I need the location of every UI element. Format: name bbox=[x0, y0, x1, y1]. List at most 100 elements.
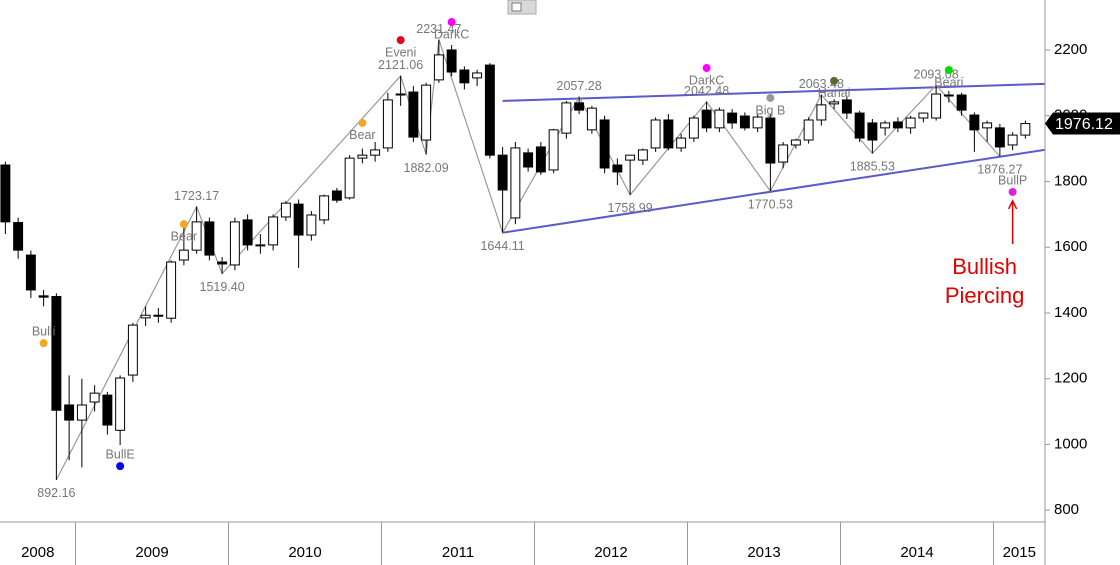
candle-body bbox=[344, 157, 355, 199]
pivot-label: 1723.17 bbox=[174, 189, 219, 203]
x-tick-label: 2015 bbox=[1003, 544, 1036, 561]
signal-label: DarkC bbox=[434, 27, 469, 41]
candle-body bbox=[918, 112, 929, 119]
x-tick-label: 2009 bbox=[135, 544, 168, 561]
pivot-label: 892.16 bbox=[37, 486, 75, 500]
candle-body bbox=[293, 203, 304, 236]
candle-body bbox=[650, 119, 661, 149]
signal-dot bbox=[179, 220, 188, 229]
candle-body bbox=[994, 127, 1005, 148]
signal-dot bbox=[830, 76, 839, 85]
pivot-label: 1770.53 bbox=[748, 197, 793, 211]
candle-body bbox=[0, 164, 11, 223]
zigzag-line bbox=[55, 39, 1001, 481]
signal-label: Bulli bbox=[32, 324, 56, 338]
signal-label: BullE bbox=[106, 447, 135, 461]
candle-body bbox=[229, 221, 240, 266]
candle-body bbox=[319, 195, 330, 221]
y-tick-label: 1600 bbox=[1054, 238, 1087, 255]
candle-body bbox=[25, 254, 36, 291]
annotation-text: Piercing bbox=[945, 283, 1024, 308]
candle-body bbox=[943, 94, 954, 97]
candle-body bbox=[535, 146, 546, 173]
signal-dot bbox=[116, 462, 125, 471]
candle-body bbox=[803, 119, 814, 141]
toolbar-icon[interactable] bbox=[507, 0, 537, 15]
candle-body bbox=[115, 377, 126, 431]
signal-dot bbox=[1008, 187, 1017, 196]
signal-dot bbox=[766, 93, 775, 102]
candle-body bbox=[102, 394, 113, 426]
candle-body bbox=[752, 116, 763, 129]
signal-label: Eveni bbox=[385, 45, 416, 59]
candle-body bbox=[676, 137, 687, 149]
y-tick-label: 800 bbox=[1054, 501, 1079, 518]
candle-body bbox=[306, 214, 317, 236]
candle-body bbox=[255, 244, 266, 247]
x-tick-label: 2014 bbox=[900, 544, 933, 561]
signal-label: Big B bbox=[755, 103, 785, 117]
candle-body bbox=[765, 117, 776, 164]
pivot-label: 1519.40 bbox=[200, 280, 245, 294]
candle-body bbox=[523, 152, 534, 168]
annotation-arrowhead bbox=[1007, 199, 1018, 210]
y-tick-label: 1000 bbox=[1054, 435, 1087, 452]
candle-body bbox=[969, 114, 980, 131]
candle-body bbox=[727, 112, 738, 124]
signal-label: DarkC bbox=[689, 73, 724, 87]
candle-body bbox=[599, 119, 610, 169]
candle-body bbox=[790, 139, 801, 146]
candle-body bbox=[242, 219, 253, 246]
y-tick-label: 2200 bbox=[1054, 41, 1087, 58]
candle-body bbox=[854, 112, 865, 139]
candle-body bbox=[217, 261, 228, 265]
pivot-label: 2042.48 bbox=[684, 84, 729, 98]
signal-dot bbox=[358, 118, 367, 127]
candle-body bbox=[548, 129, 559, 171]
candle-body bbox=[574, 102, 585, 111]
y-tick-label: 1800 bbox=[1054, 172, 1087, 189]
candle-body bbox=[89, 392, 100, 403]
candle-body bbox=[153, 314, 164, 317]
trend-line bbox=[502, 148, 1045, 234]
candle-body bbox=[472, 72, 483, 79]
pivot-label: 1876.27 bbox=[977, 163, 1022, 177]
candle-body bbox=[982, 122, 993, 129]
signal-label: Hanai bbox=[818, 86, 851, 100]
candle-body bbox=[64, 404, 75, 421]
candle-body bbox=[127, 324, 138, 376]
candle-body bbox=[841, 99, 852, 114]
signal-label: Beari bbox=[934, 75, 963, 89]
candle-body bbox=[395, 93, 406, 96]
y-tick-label: 1200 bbox=[1054, 370, 1087, 387]
x-tick-label: 2010 bbox=[288, 544, 321, 561]
candle-body bbox=[688, 117, 699, 139]
toolbar-glyph bbox=[511, 2, 522, 12]
annotation-text: Bullish bbox=[952, 254, 1017, 279]
x-tick-label: 2013 bbox=[747, 544, 780, 561]
candle-body bbox=[204, 221, 215, 256]
trend-line bbox=[502, 82, 1045, 102]
candle-body bbox=[1007, 134, 1018, 146]
candle-body bbox=[433, 54, 444, 81]
candle-body bbox=[586, 107, 597, 131]
signal-dot bbox=[944, 66, 953, 75]
candle-body bbox=[357, 154, 368, 159]
x-tick-label: 2008 bbox=[21, 544, 54, 561]
signal-dot bbox=[702, 64, 711, 73]
signal-label: Bear bbox=[349, 128, 375, 142]
candle-body bbox=[459, 69, 470, 84]
candle-body bbox=[408, 91, 419, 138]
candle-body bbox=[905, 117, 916, 129]
candle-body bbox=[166, 261, 177, 319]
pivot-label: 1644.11 bbox=[480, 239, 524, 253]
pivot-label: 1758.99 bbox=[608, 201, 653, 215]
signal-dot bbox=[447, 18, 456, 27]
candle-body bbox=[778, 144, 789, 163]
pivot-label: 1885.53 bbox=[850, 160, 895, 174]
y-tick-label: 1400 bbox=[1054, 304, 1087, 321]
candle-body bbox=[13, 222, 24, 251]
pivot-label: 1882.09 bbox=[404, 161, 449, 175]
